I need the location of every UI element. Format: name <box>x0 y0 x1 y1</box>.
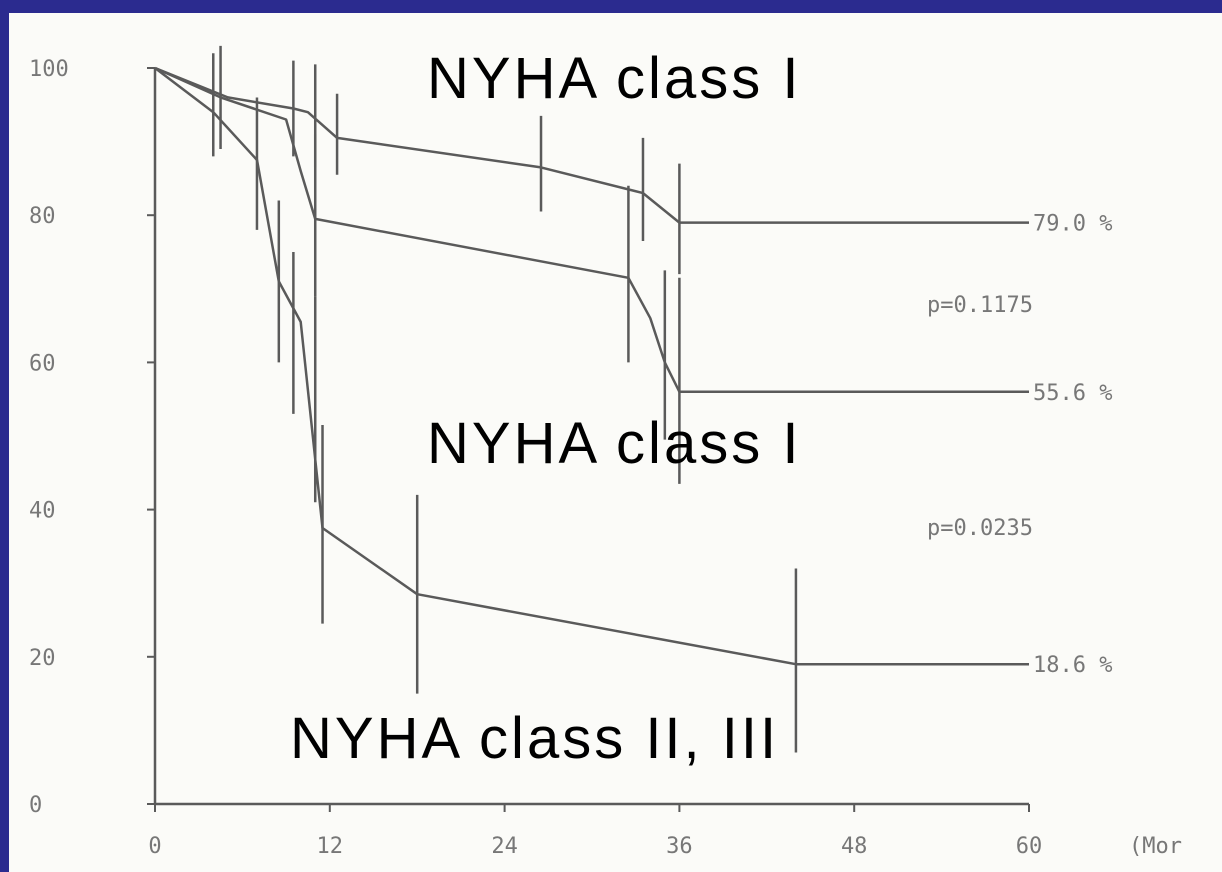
series-line <box>154 66 1029 224</box>
y-tick-label: 20 <box>29 646 56 671</box>
x-tick-label: 48 <box>841 834 868 859</box>
end-value-label: 18.6 % <box>1033 653 1112 678</box>
x-tick-label: 12 <box>317 834 344 859</box>
survival-chart: 0 20 40 60 80 100 0 12 24 36 48 60 79.0 % 55.6 % 18.6… <box>29 45 1182 859</box>
chart-frame: 0 20 40 60 80 100 0 12 24 36 48 60 79.0 % 55.6 % 18.6… <box>9 13 1222 872</box>
error-bars <box>212 45 798 753</box>
y-tick-label: 0 <box>29 793 42 818</box>
end-labels: 79.0 % 55.6 % 18.6 % <box>1033 212 1112 679</box>
x-axis-label: (Mor <box>1129 834 1182 859</box>
series-label-class-ii-iii: NYHA class II, III <box>290 706 779 771</box>
y-tick-label: 60 <box>29 351 56 376</box>
ticks: 0 20 40 60 80 100 0 12 24 36 48 60 <box>29 57 1042 859</box>
y-tick-label: 100 <box>29 57 69 82</box>
series-lines <box>154 66 1029 666</box>
x-tick-label: 24 <box>491 834 518 859</box>
x-tick-label: 0 <box>148 834 161 859</box>
end-value-label: 79.0 % <box>1033 212 1112 237</box>
end-value-label: 55.6 % <box>1033 381 1112 406</box>
x-tick-label: 60 <box>1016 834 1043 859</box>
series-line <box>154 67 1029 666</box>
series-label-class-i-middle: NYHA class I <box>427 411 801 476</box>
series-label-class-i-top: NYHA class I <box>427 46 801 111</box>
y-tick-label: 80 <box>29 204 56 229</box>
series-line <box>154 66 1029 394</box>
p-value-label-1: p=0.1175 <box>927 293 1033 318</box>
axes <box>153 68 1029 806</box>
p-value-label-2: p=0.0235 <box>927 516 1033 541</box>
y-tick-label: 40 <box>29 499 56 524</box>
x-tick-label: 36 <box>666 834 693 859</box>
